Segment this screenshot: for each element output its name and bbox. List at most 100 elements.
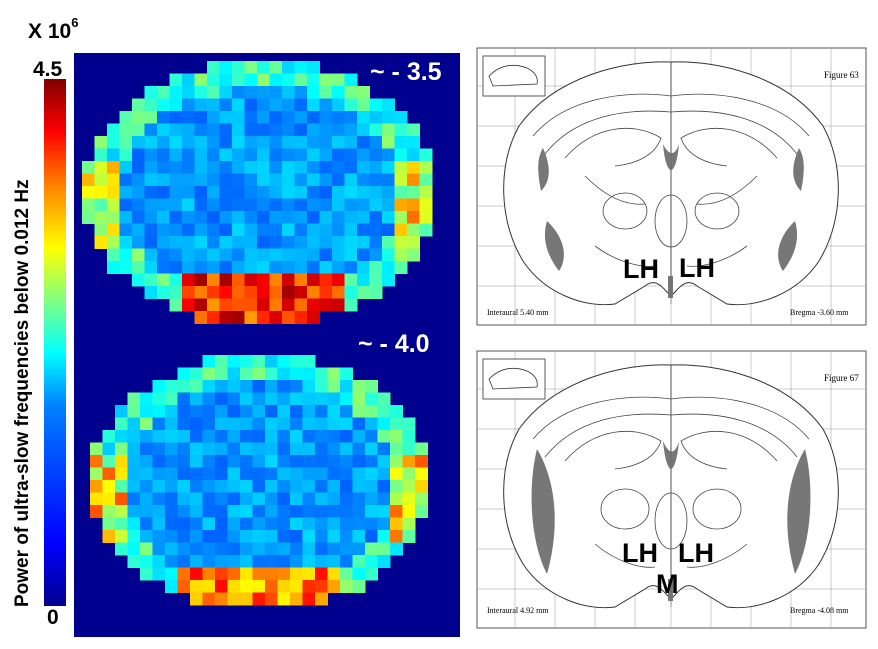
- heatmap-cell: [90, 505, 103, 518]
- heatmap-cell: [369, 286, 383, 299]
- heatmap-cell: [144, 286, 158, 299]
- heatmap-cell: [140, 442, 153, 456]
- heatmap-cell: [290, 530, 303, 543]
- heatmap-cell: [90, 442, 103, 456]
- heatmap-cell: [302, 405, 316, 418]
- heatmap-cell: [419, 211, 433, 224]
- heatmap-cell: [165, 455, 178, 468]
- heatmap-cell: [290, 555, 303, 568]
- heatmap-cell: [265, 405, 278, 418]
- heatmap-cell: [407, 248, 420, 262]
- heatmap-cell: [307, 186, 320, 199]
- heatmap-cell: [244, 311, 258, 324]
- heatmap-cell: [315, 505, 328, 518]
- heatmap-cell: [140, 455, 153, 468]
- heatmap-cell: [419, 223, 433, 237]
- heatmap-cell: [202, 455, 216, 468]
- heatmap-cell: [190, 367, 203, 381]
- heatmap-cell: [190, 492, 203, 506]
- heatmap-cell: [182, 148, 195, 162]
- heatmap-cell: [165, 405, 178, 418]
- heatmap-cell: [140, 417, 153, 431]
- heatmap-cell: [202, 392, 216, 406]
- heatmap-cell: [202, 517, 216, 531]
- heatmap-cell: [369, 173, 383, 187]
- heatmap-cell: [144, 186, 158, 199]
- heatmap-cell: [127, 480, 141, 493]
- heatmap-cell: [340, 405, 353, 418]
- heatmap-cell: [382, 161, 395, 174]
- region-label-lh-left: LH: [622, 538, 658, 568]
- heatmap-cell: [202, 592, 216, 606]
- heatmap-cell: [365, 455, 378, 468]
- heatmap-cell: [119, 236, 133, 249]
- heatmap-cell: [152, 505, 166, 518]
- heatmap-cell: [307, 86, 320, 99]
- heatmap-cell: [240, 430, 253, 443]
- heatmap-cell: [290, 405, 303, 418]
- heatmap-cell: [294, 198, 308, 212]
- heatmap-cell: [152, 480, 166, 493]
- heatmap-cell: [82, 173, 95, 187]
- heatmap-cell: [319, 148, 333, 162]
- heatmap-cell: [394, 148, 408, 162]
- heatmap-cell: [332, 73, 345, 87]
- heatmap-cell: [269, 261, 283, 274]
- heatmap-cell: [357, 111, 370, 124]
- heatmap-cell: [207, 161, 220, 174]
- heatmap-cell: [327, 480, 341, 493]
- heatmap-cell: [377, 492, 391, 506]
- heatmap-cell: [207, 186, 220, 199]
- heatmap-cell: [157, 148, 170, 162]
- heatmap-cell: [302, 455, 316, 468]
- heatmap-cell: [269, 123, 283, 137]
- heatmap-cell: [177, 492, 191, 506]
- heatmap-cell: [352, 442, 366, 456]
- heatmap-cell: [269, 298, 283, 312]
- heatmap-cell: [294, 61, 308, 74]
- heatmap-cell: [257, 248, 270, 262]
- heatmap-cell: [165, 542, 178, 556]
- heatmap-cell: [257, 298, 270, 312]
- heatmap-cell: [315, 417, 328, 431]
- heatmap-cell: [169, 123, 183, 137]
- heatmap-cell: [382, 261, 395, 274]
- heatmap-cell: [407, 161, 420, 174]
- heatmap-cell: [277, 530, 291, 543]
- heatmap-cell: [332, 123, 345, 137]
- heatmap-cell: [127, 442, 141, 456]
- heatmap-cell: [382, 248, 395, 262]
- heatmap-cell: [94, 186, 108, 199]
- heatmap-cell: [277, 567, 291, 581]
- heatmap-cell: [157, 236, 170, 249]
- heatmap-cell: [207, 173, 220, 187]
- heatmap-cell: [140, 492, 153, 506]
- heatmap-cell: [252, 492, 266, 506]
- heatmap-cell: [144, 273, 158, 287]
- heatmap-cell: [152, 542, 166, 556]
- heatmap-cell: [340, 380, 353, 393]
- heatmap-cell: [169, 86, 183, 99]
- heatmap-cell: [190, 430, 203, 443]
- heatmap-cell: [190, 530, 203, 543]
- heatmap-cell: [290, 567, 303, 581]
- heatmap-cell: [365, 417, 378, 431]
- heatmap-cell: [407, 198, 420, 212]
- heatmap-cell: [182, 136, 195, 149]
- heatmap-cell: [190, 405, 203, 418]
- heatmap-cell: [365, 392, 378, 406]
- heatmap-cell: [215, 492, 228, 506]
- heatmap-cell: [327, 442, 341, 456]
- heatmap-cell: [102, 492, 116, 506]
- heatmap-cell: [215, 580, 228, 593]
- heatmap-cell: [165, 492, 178, 506]
- heatmap-cell: [257, 73, 270, 87]
- atlas-interaural-label: Interaural 5.40 mm: [487, 308, 549, 317]
- heatmap-cell: [94, 136, 108, 149]
- heatmap-cell: [227, 380, 241, 393]
- heatmap-cell: [307, 136, 320, 149]
- heatmap-cell: [315, 380, 328, 393]
- heatmap-cell: [240, 442, 253, 456]
- heatmap-cell: [382, 123, 395, 137]
- heatmap-cell: [252, 530, 266, 543]
